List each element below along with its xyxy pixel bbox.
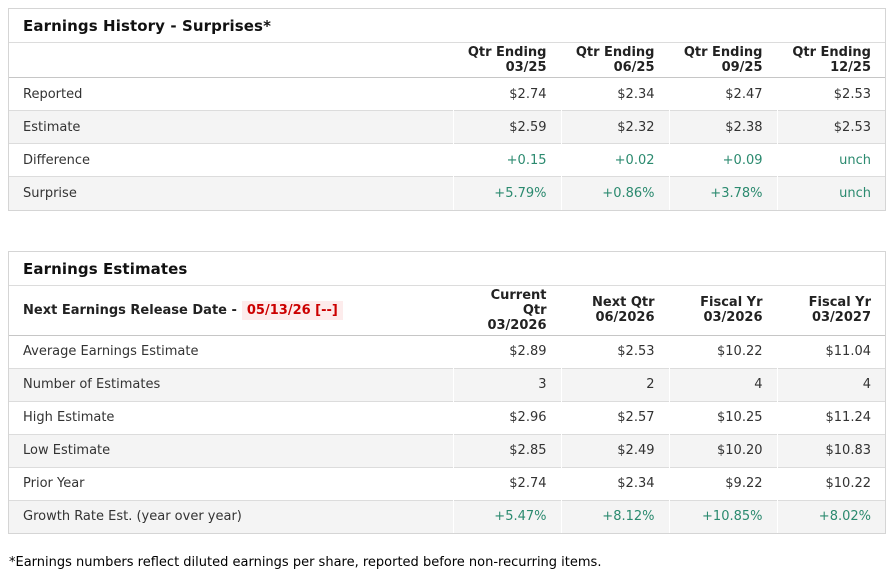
row-label: Number of Estimates bbox=[9, 367, 453, 401]
cell-value: $2.38 bbox=[668, 110, 777, 144]
cell-value: $2.89 bbox=[452, 335, 561, 368]
cell-value: $2.53 bbox=[776, 110, 885, 144]
column-header-qtr-0625: Qtr Ending 06/25 bbox=[560, 43, 669, 78]
cell-value: 4 bbox=[668, 367, 777, 401]
cell-value: $10.25 bbox=[668, 400, 777, 434]
cell-value: $2.74 bbox=[452, 466, 561, 500]
cell-value: $10.22 bbox=[668, 335, 777, 368]
column-header-line2: 09/25 bbox=[721, 60, 763, 75]
table-row-difference: Difference +0.15 +0.02 +0.09 unch bbox=[9, 143, 885, 177]
footnote: *Earnings numbers reflect diluted earnin… bbox=[9, 555, 602, 570]
release-date-label: Next Earnings Release Date - bbox=[23, 302, 237, 318]
earnings-history-title: Earnings History - Surprises* bbox=[9, 9, 885, 43]
cell-value: $10.20 bbox=[668, 433, 777, 467]
column-header-line2: 03/25 bbox=[505, 60, 547, 75]
table-row-surprise: Surprise +5.79% +0.86% +3.78% unch bbox=[9, 176, 885, 210]
cell-value: $9.22 bbox=[668, 466, 777, 500]
cell-value: $11.04 bbox=[776, 335, 885, 368]
column-header-current-qtr: Current Qtr 03/2026 bbox=[452, 285, 561, 336]
earnings-history-table: Qtr Ending 03/25 Qtr Ending 06/25 Qtr En… bbox=[9, 43, 885, 210]
table-row-growth-rate-est: Growth Rate Est. (year over year) +5.47%… bbox=[9, 499, 885, 533]
earnings-estimates-header-row: Next Earnings Release Date -05/13/26 [--… bbox=[9, 285, 885, 336]
cell-value: $10.83 bbox=[776, 433, 885, 467]
column-header-line1: Qtr Ending bbox=[792, 45, 871, 60]
row-label: Average Earnings Estimate bbox=[23, 344, 199, 359]
cell-value: +5.79% bbox=[452, 176, 561, 210]
column-header-line2: 03/2026 bbox=[487, 317, 547, 333]
column-header-line1: Current Qtr bbox=[490, 287, 547, 318]
cell-value: +10.85% bbox=[668, 499, 777, 533]
cell-value: +8.02% bbox=[776, 499, 885, 533]
earnings-estimates-panel: Earnings Estimates Next Earnings Release… bbox=[8, 250, 886, 534]
column-header-line1: Fiscal Yr bbox=[700, 295, 763, 310]
cell-value: $2.53 bbox=[560, 335, 669, 368]
table-row-high-estimate: High Estimate $2.96 $2.57 $10.25 $11.24 bbox=[9, 400, 885, 434]
row-label: Reported bbox=[23, 86, 83, 102]
column-header-line1: Qtr Ending bbox=[683, 45, 763, 60]
column-header-fiscal-yr-2027: Fiscal Yr 03/2027 bbox=[776, 285, 885, 336]
cell-value: $2.49 bbox=[560, 433, 669, 467]
cell-value: $2.34 bbox=[560, 466, 669, 500]
row-label: Estimate bbox=[9, 110, 453, 144]
cell-value: $11.24 bbox=[776, 400, 885, 434]
cell-value: 3 bbox=[452, 367, 561, 401]
column-header-line2: 03/2026 bbox=[703, 310, 763, 325]
cell-value: +0.02 bbox=[560, 143, 669, 177]
column-header-next-qtr: Next Qtr 06/2026 bbox=[560, 285, 669, 336]
column-header-line2: 03/2027 bbox=[811, 310, 871, 325]
release-date-cell: Next Earnings Release Date -05/13/26 [--… bbox=[9, 285, 453, 336]
table-row-reported: Reported $2.74 $2.34 $2.47 $2.53 bbox=[9, 77, 885, 111]
table-row-number-of-estimates: Number of Estimates 3 2 4 4 bbox=[9, 367, 885, 401]
next-earnings-release-date[interactable]: 05/13/26 [--] bbox=[241, 300, 343, 320]
cell-value: +8.12% bbox=[560, 499, 669, 533]
table-row-estimate: Estimate $2.59 $2.32 $2.38 $2.53 bbox=[9, 110, 885, 144]
column-header-line2: 06/2026 bbox=[595, 310, 655, 325]
cell-value: +5.47% bbox=[452, 499, 561, 533]
earnings-estimates-table: Next Earnings Release Date -05/13/26 [--… bbox=[9, 285, 885, 533]
table-row-low-estimate: Low Estimate $2.85 $2.49 $10.20 $10.83 bbox=[9, 433, 885, 467]
cell-value: $2.32 bbox=[560, 110, 669, 144]
column-header-line1: Qtr Ending bbox=[575, 45, 655, 60]
cell-value: $2.47 bbox=[668, 77, 777, 111]
column-header-line1: Next Qtr bbox=[592, 295, 655, 310]
cell-value: $2.59 bbox=[452, 110, 561, 144]
empty-header-cell bbox=[9, 43, 453, 78]
cell-value: $2.74 bbox=[452, 77, 561, 111]
column-header-qtr-0925: Qtr Ending 09/25 bbox=[668, 43, 777, 78]
column-header-line2: 06/25 bbox=[613, 60, 655, 75]
cell-value: $2.34 bbox=[560, 77, 669, 111]
column-header-qtr-1225: Qtr Ending 12/25 bbox=[776, 43, 885, 78]
column-header-qtr-0325: Qtr Ending 03/25 bbox=[452, 43, 561, 78]
cell-value: unch bbox=[776, 176, 885, 210]
cell-value: +0.86% bbox=[560, 176, 669, 210]
column-header-line1: Qtr Ending bbox=[467, 45, 547, 60]
column-header-line2: 12/25 bbox=[830, 60, 871, 75]
row-label: Surprise bbox=[9, 176, 453, 210]
table-row-average-earnings-estimate: Average Earnings Estimate $2.89 $2.53 $1… bbox=[9, 335, 885, 368]
row-label: High Estimate bbox=[9, 400, 453, 434]
row-label: Low Estimate bbox=[9, 433, 453, 467]
cell-value: +0.15 bbox=[452, 143, 561, 177]
cell-value: $2.57 bbox=[560, 400, 669, 434]
column-header-line1: Fiscal Yr bbox=[808, 295, 871, 310]
cell-value: unch bbox=[776, 143, 885, 177]
row-label: Growth Rate Est. (year over year) bbox=[9, 499, 453, 533]
row-label: Difference bbox=[9, 143, 453, 177]
cell-value: $10.22 bbox=[776, 466, 885, 500]
earnings-estimates-title: Earnings Estimates bbox=[9, 252, 885, 286]
earnings-history-panel: Earnings History - Surprises* Qtr Ending… bbox=[8, 8, 886, 211]
cell-value: 4 bbox=[776, 367, 885, 401]
earnings-history-header-row: Qtr Ending 03/25 Qtr Ending 06/25 Qtr En… bbox=[9, 43, 885, 78]
table-row-prior-year: Prior Year $2.74 $2.34 $9.22 $10.22 bbox=[9, 466, 885, 500]
cell-value: $2.85 bbox=[452, 433, 561, 467]
cell-value: 2 bbox=[560, 367, 669, 401]
cell-value: +0.09 bbox=[668, 143, 777, 177]
column-header-fiscal-yr-2026: Fiscal Yr 03/2026 bbox=[668, 285, 777, 336]
cell-value: $2.53 bbox=[776, 77, 885, 111]
cell-value: $2.96 bbox=[452, 400, 561, 434]
row-label: Prior Year bbox=[9, 466, 453, 500]
cell-value: +3.78% bbox=[668, 176, 777, 210]
